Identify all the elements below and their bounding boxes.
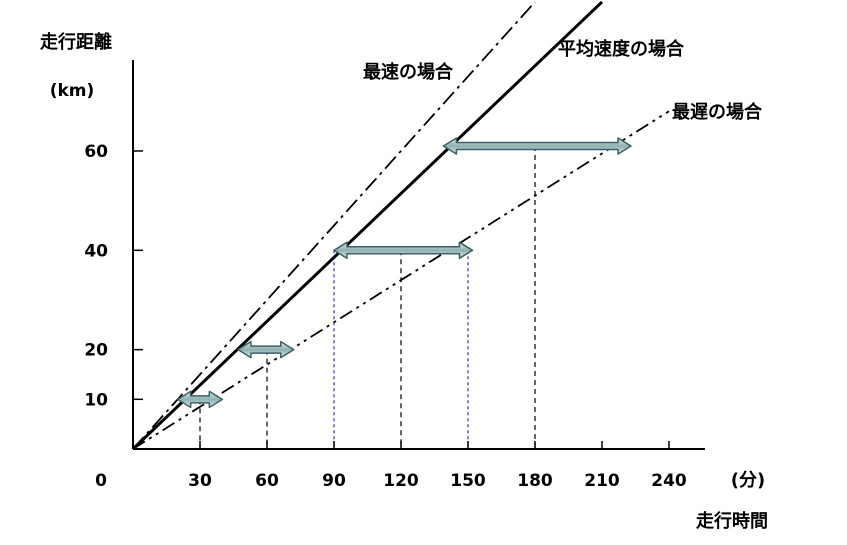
x-axis-unit: (分) bbox=[731, 470, 765, 491]
y-tick-label-10: 10 bbox=[84, 390, 108, 410]
x-tick-label-210: 210 bbox=[584, 471, 620, 491]
axes bbox=[132, 60, 705, 450]
y-tick-label-40: 40 bbox=[84, 241, 108, 261]
range-arrow-2 bbox=[333, 241, 474, 260]
series-label-fastest: 最速の場合 bbox=[363, 61, 454, 83]
x-tick-label-120: 120 bbox=[383, 471, 419, 491]
series-line-1 bbox=[131, 0, 604, 451]
x-tick-label-60: 60 bbox=[255, 471, 279, 491]
range-arrow-3 bbox=[442, 137, 632, 155]
range-arrow-0 bbox=[176, 390, 224, 409]
series-label-slowest: 最遅の場合 bbox=[672, 101, 763, 123]
series-line-2 bbox=[132, 110, 670, 450]
x-tick-label-150: 150 bbox=[450, 471, 486, 491]
series-line-0 bbox=[132, 1, 536, 450]
origin-label: 0 bbox=[95, 471, 107, 491]
x-tick-label-30: 30 bbox=[188, 471, 212, 491]
tick-marks bbox=[133, 150, 670, 449]
y-axis-unit: (km) bbox=[50, 81, 95, 101]
dashed-guides bbox=[199, 146, 536, 449]
x-axis-title: 走行時間 bbox=[696, 510, 768, 532]
y-tick-label-20: 20 bbox=[84, 341, 108, 361]
x-tick-label-90: 90 bbox=[322, 471, 346, 491]
x-tick-label-180: 180 bbox=[517, 471, 553, 491]
series-label-average: 平均速度の場合 bbox=[558, 38, 685, 60]
range-arrows bbox=[176, 137, 632, 409]
range-arrow-1 bbox=[237, 340, 295, 359]
tick-labels: 30 60 90 120 150 180 210 240 10 20 40 60 bbox=[84, 142, 687, 491]
series-lines bbox=[131, 0, 670, 451]
y-tick-label-60: 60 bbox=[84, 142, 108, 162]
x-tick-label-240: 240 bbox=[651, 471, 687, 491]
y-axis-title: 走行距離 bbox=[40, 31, 112, 53]
